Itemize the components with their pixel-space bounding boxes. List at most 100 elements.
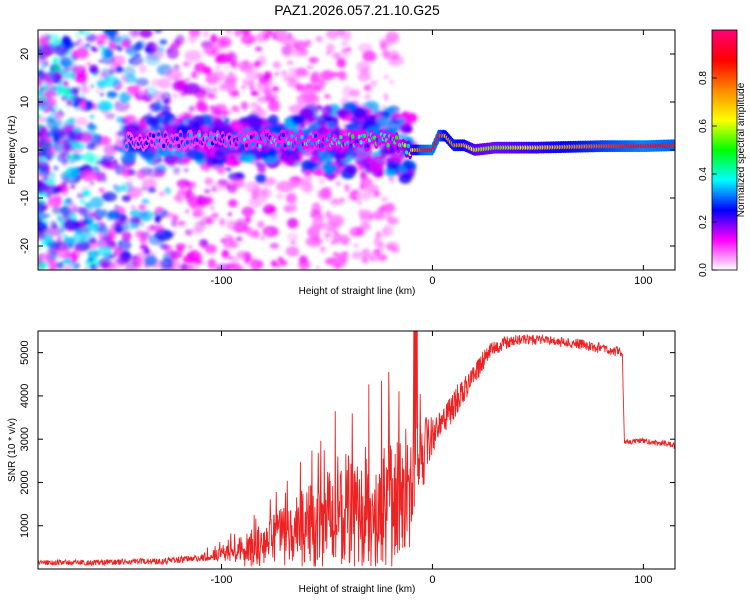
spectrogram-noise-blob bbox=[225, 73, 238, 86]
spectrogram-noise-blob bbox=[280, 70, 288, 77]
spectrogram-band-blob bbox=[404, 164, 412, 170]
spectrogram-noise-blob bbox=[268, 99, 280, 112]
spectrogram-band-blob bbox=[372, 168, 385, 178]
spectrogram-noise-blob bbox=[145, 98, 149, 103]
spectrogram-band-blob bbox=[120, 152, 136, 165]
spectrogram-noise-blob bbox=[89, 237, 97, 245]
spectrogram-noise-blob bbox=[100, 47, 112, 59]
spectrogram-band-blob bbox=[312, 122, 320, 128]
spectrogram-band-blob bbox=[338, 147, 348, 155]
spectrogram-noise-blob bbox=[151, 78, 161, 87]
spectrogram-noise-blob bbox=[72, 126, 83, 134]
spectrogram-noise-blob bbox=[290, 239, 296, 245]
spectrogram-noise-blob bbox=[129, 59, 133, 64]
spectrogram-noise-blob bbox=[287, 78, 300, 88]
spectrogram-noise-blob bbox=[121, 231, 132, 242]
spectrogram-ridge-point bbox=[254, 134, 259, 140]
spectrogram-noise-blob bbox=[335, 180, 342, 186]
spectrogram-noise-blob bbox=[96, 40, 105, 47]
spectrogram-noise-blob bbox=[349, 89, 361, 98]
spectrogram-noise-blob bbox=[139, 30, 153, 39]
spectrogram-noise-blob bbox=[46, 193, 52, 199]
spectrogram-noise-blob bbox=[94, 171, 107, 182]
spectrogram-noise-blob bbox=[235, 236, 243, 242]
spectrogram-noise-blob bbox=[361, 248, 371, 259]
spectrogram-noise-blob bbox=[232, 265, 244, 270]
spectrogram-noise-blob bbox=[272, 61, 281, 69]
spectrogram-noise-blob bbox=[75, 33, 80, 38]
spectrogram-noise-blob bbox=[317, 188, 332, 200]
colorbar-ticks: 0.0 0.2 0.4 0.6 0.8 bbox=[698, 71, 717, 277]
spectrogram-noise-blob bbox=[333, 252, 339, 257]
spectrogram-noise-blob bbox=[233, 94, 237, 98]
spectrogram-noise-blob bbox=[230, 175, 239, 184]
spectrogram-noise-blob bbox=[265, 230, 270, 235]
spectrogram-noise-blob bbox=[270, 213, 278, 220]
spectrogram-noise-blob bbox=[215, 65, 220, 70]
spectrogram-noise-blob bbox=[152, 224, 164, 233]
spectrogram-noise-blob bbox=[318, 179, 325, 185]
spectrogram-band-blob bbox=[278, 152, 291, 162]
spectrogram-noise-blob bbox=[123, 264, 139, 270]
spectrogram-noise-blob bbox=[139, 244, 149, 250]
spectrogram-noise-blob bbox=[221, 249, 230, 259]
spectrogram-ridge-point bbox=[175, 136, 179, 141]
spectrogram-ridge-point bbox=[168, 143, 173, 149]
spectrogram-noise-blob bbox=[386, 41, 390, 47]
spectrogram-noise-blob bbox=[262, 226, 279, 238]
spectrogram-noise-blob bbox=[147, 187, 156, 193]
spectrogram-noise-blob bbox=[163, 231, 175, 239]
spectrogram-band-blob bbox=[304, 171, 311, 177]
spectrogram-ridge-point bbox=[310, 141, 314, 146]
spectrogram-band-blob bbox=[177, 117, 185, 124]
spectrogram-noise-blob bbox=[46, 119, 58, 129]
spectrogram-band-blob bbox=[248, 117, 263, 129]
spectrogram-noise-blob bbox=[191, 226, 203, 235]
snr-x-ticks: -100 0 100 bbox=[210, 331, 653, 586]
spectrogram-noise-blob bbox=[62, 200, 69, 206]
spectrogram-noise-blob bbox=[154, 30, 163, 34]
spectrogram-noise-blob bbox=[52, 133, 61, 144]
spectrogram-band-blob bbox=[266, 148, 278, 158]
spectrogram-noise-blob bbox=[172, 93, 178, 99]
spectrogram-noise-blob bbox=[320, 70, 335, 81]
spectrogram-x-ticks: -100 0 100 bbox=[210, 30, 653, 287]
spectrogram-noise-blob bbox=[115, 66, 124, 73]
spectrogram-noise-blob bbox=[53, 111, 62, 120]
spectrogram-noise-blob bbox=[352, 196, 359, 201]
spectrogram-band-blob bbox=[232, 122, 244, 132]
spectrogram-ridge-point bbox=[286, 140, 291, 146]
spectrogram-noise-blob bbox=[214, 110, 228, 121]
spectrogram-noise-blob bbox=[379, 41, 387, 50]
spectrogram-noise-blob bbox=[51, 108, 56, 113]
spectrogram-band-blob bbox=[208, 127, 215, 132]
spectrogram-noise-blob bbox=[341, 235, 351, 244]
spectrogram-noise-blob bbox=[265, 203, 271, 209]
spectrogram-noise-blob bbox=[294, 40, 308, 52]
spectrogram-noise-blob bbox=[323, 232, 332, 238]
spectrogram-noise-blob bbox=[357, 71, 371, 82]
spectrogram-noise-blob bbox=[202, 30, 209, 38]
spectrogram-ridge-point bbox=[359, 140, 363, 145]
spectrogram-band-blob bbox=[343, 163, 351, 169]
spectrogram-band-blob bbox=[313, 166, 319, 171]
spectrogram-noise-blob bbox=[380, 196, 389, 202]
spectrogram-noise-blob bbox=[283, 204, 296, 213]
spectrogram-noise-blob bbox=[312, 216, 324, 225]
spectrogram-noise-blob bbox=[326, 30, 339, 40]
spectrogram-noise-blob bbox=[47, 146, 57, 158]
spectrogram-noise-blob bbox=[155, 206, 164, 213]
spectrogram-ridge-layer bbox=[124, 129, 675, 160]
spectrogram-noise-blob bbox=[358, 209, 373, 220]
spectrogram-noise-blob bbox=[199, 242, 204, 247]
spectrogram-band-blob bbox=[205, 156, 218, 166]
spectrogram-noise-blob bbox=[310, 208, 319, 214]
spectrogram-noise-blob bbox=[89, 84, 95, 89]
spectrogram-ridge-point bbox=[327, 132, 331, 138]
spectrogram-noise-blob bbox=[128, 51, 133, 57]
chart-title: PAZ1.2026.057.21.10.G25 bbox=[274, 2, 440, 18]
spectrogram-noise-blob bbox=[207, 93, 216, 99]
spectrogram-noise-blob bbox=[91, 47, 99, 52]
spectrogram-noise-blob bbox=[88, 222, 100, 231]
